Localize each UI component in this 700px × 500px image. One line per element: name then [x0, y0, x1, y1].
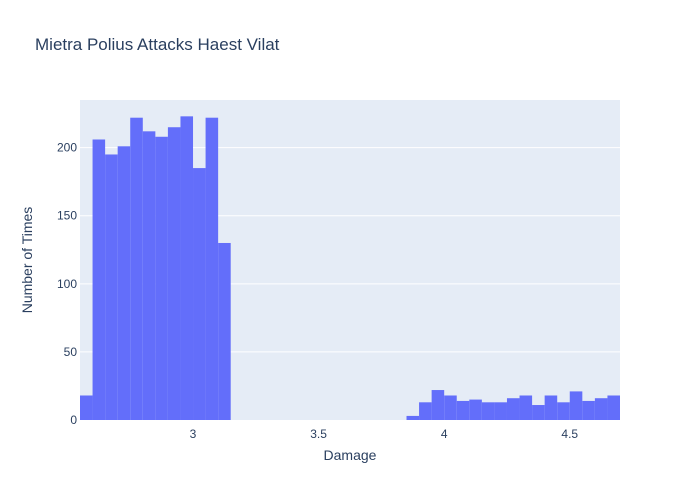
histogram-bar: [193, 168, 206, 420]
y-tick-label: 200: [57, 141, 77, 155]
histogram-bar: [218, 242, 231, 420]
y-tick-label: 100: [57, 277, 77, 291]
histogram-bar: [444, 395, 457, 420]
y-axis-ticks: 0 50 100 150 200: [57, 141, 77, 427]
x-tick-label: 4: [441, 427, 448, 441]
y-axis-label: Number of Times: [19, 207, 35, 314]
histogram-bar: [431, 390, 445, 420]
histogram-bar: [456, 400, 470, 420]
histogram-bar: [544, 395, 558, 420]
histogram-bar: [494, 402, 507, 420]
histogram-bar: [130, 117, 143, 421]
y-tick-label: 150: [57, 209, 77, 223]
histogram-bar: [205, 117, 219, 421]
histogram-bar: [532, 405, 545, 420]
y-tick-label: 50: [64, 345, 78, 359]
histogram-bar: [117, 146, 131, 421]
histogram-bar: [142, 131, 156, 420]
histogram-bar: [557, 402, 570, 420]
x-tick-label: 3.5: [310, 427, 327, 441]
histogram-bar: [406, 415, 420, 420]
histogram-bar: [80, 395, 93, 420]
histogram-bar: [569, 391, 583, 420]
y-tick-label: 0: [70, 413, 77, 427]
histogram-bar: [180, 116, 194, 420]
histogram-bar: [582, 400, 595, 420]
x-axis-label: Damage: [324, 447, 377, 463]
x-tick-label: 4.5: [561, 427, 578, 441]
x-axis-ticks: 3 3.5 4 4.5: [190, 427, 579, 441]
histogram-bar: [92, 139, 106, 420]
histogram-bar: [155, 136, 168, 420]
histogram-bar: [594, 398, 608, 420]
histogram-bar: [469, 399, 482, 420]
histogram-bar: [167, 127, 181, 420]
x-tick-label: 3: [190, 427, 197, 441]
histogram-bar: [607, 395, 620, 420]
histogram-bar: [481, 402, 495, 420]
histogram-bar: [419, 402, 432, 420]
histogram-bar: [519, 395, 533, 420]
histogram-bar: [105, 154, 118, 420]
chart-title: Mietra Polius Attacks Haest Vilat: [35, 35, 280, 54]
histogram-bar: [506, 398, 520, 420]
histogram-bars: [80, 116, 620, 421]
